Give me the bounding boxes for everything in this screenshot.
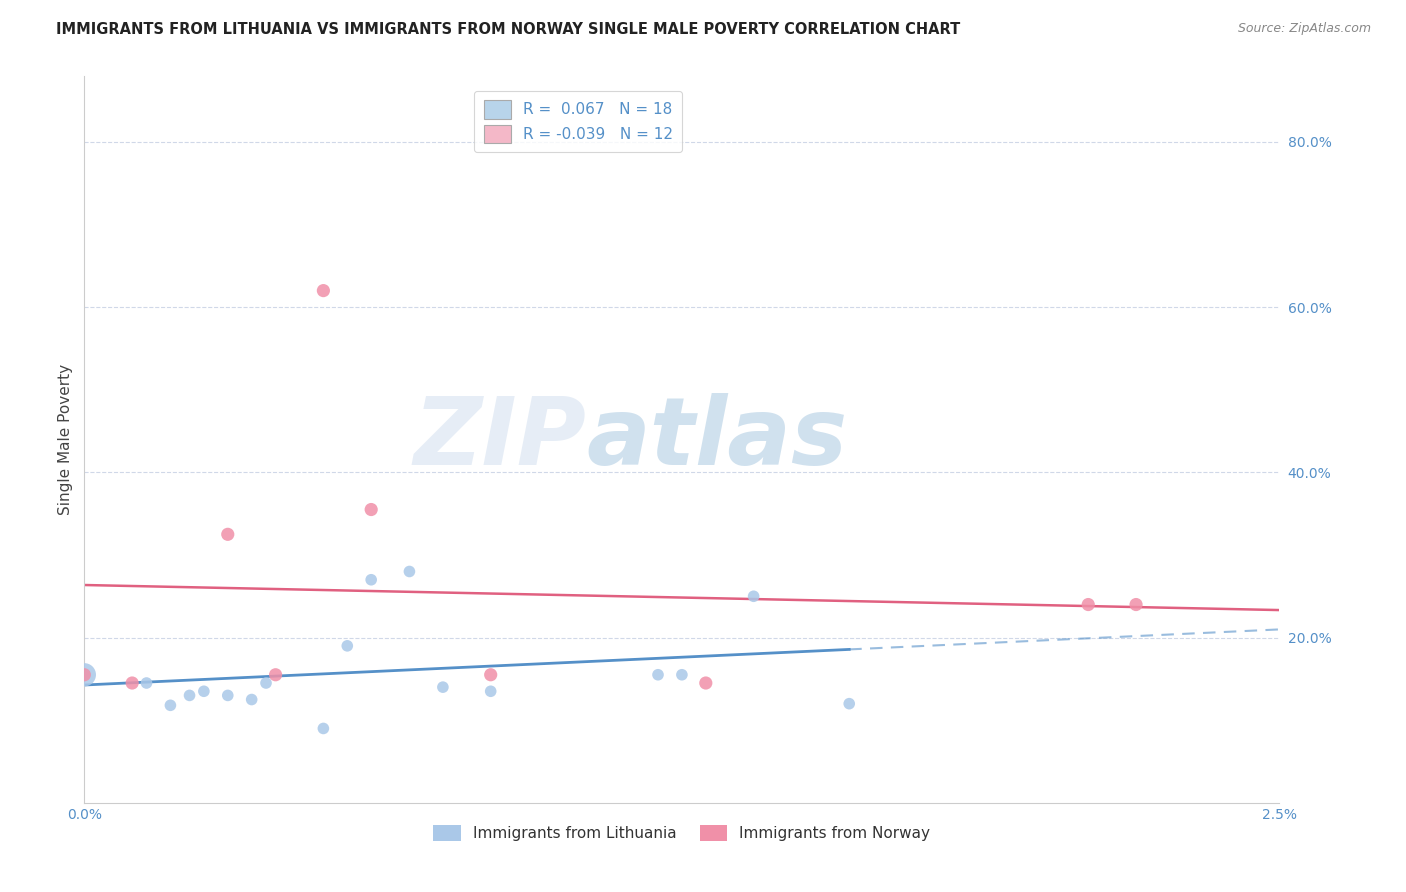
- Point: [336, 639, 359, 653]
- Point: [217, 689, 239, 703]
- Point: [398, 565, 420, 579]
- Point: [479, 667, 502, 681]
- Point: [73, 667, 96, 681]
- Point: [647, 667, 669, 681]
- Point: [217, 527, 239, 541]
- Point: [838, 697, 860, 711]
- Point: [695, 676, 717, 690]
- Point: [264, 667, 287, 681]
- Text: Source: ZipAtlas.com: Source: ZipAtlas.com: [1237, 22, 1371, 36]
- Point: [254, 676, 277, 690]
- Point: [312, 722, 335, 736]
- Point: [135, 676, 157, 690]
- Text: ZIP: ZIP: [413, 393, 586, 485]
- Point: [479, 684, 502, 698]
- Text: IMMIGRANTS FROM LITHUANIA VS IMMIGRANTS FROM NORWAY SINGLE MALE POVERTY CORRELAT: IMMIGRANTS FROM LITHUANIA VS IMMIGRANTS …: [56, 22, 960, 37]
- Point: [360, 502, 382, 516]
- Point: [159, 698, 181, 713]
- Point: [360, 573, 382, 587]
- Point: [240, 692, 263, 706]
- Point: [193, 684, 215, 698]
- Legend: Immigrants from Lithuania, Immigrants from Norway: Immigrants from Lithuania, Immigrants fr…: [427, 819, 936, 847]
- Point: [121, 676, 143, 690]
- Y-axis label: Single Male Poverty: Single Male Poverty: [58, 364, 73, 515]
- Point: [179, 689, 201, 703]
- Point: [432, 680, 454, 694]
- Point: [1125, 598, 1147, 612]
- Point: [73, 667, 96, 681]
- Point: [312, 284, 335, 298]
- Point: [1077, 598, 1099, 612]
- Text: atlas: atlas: [586, 393, 848, 485]
- Point: [742, 589, 765, 603]
- Point: [671, 667, 693, 681]
